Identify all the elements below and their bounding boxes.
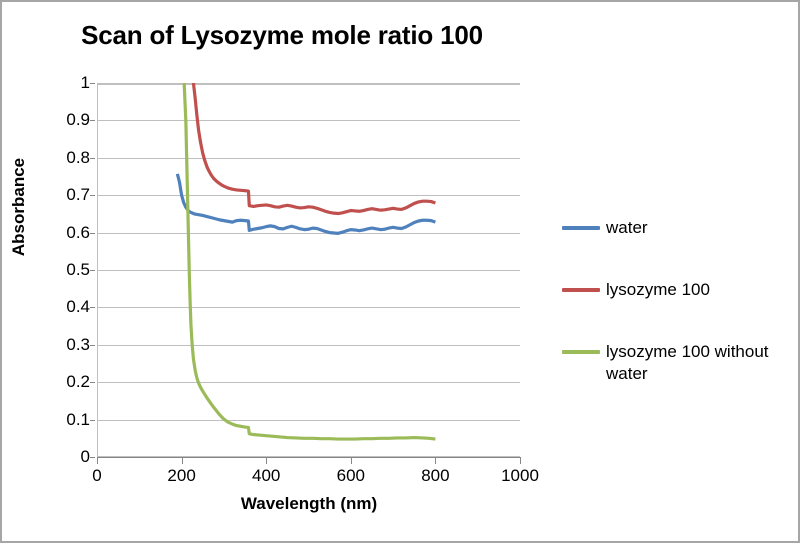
legend-item[interactable]: lysozyme 100 without water xyxy=(562,341,790,385)
y-axis-tick-labels: 0 0.1 0.2 0.3 0.4 0.5 0.6 0.7 0.8 0.9 1 xyxy=(22,73,95,466)
y-tick-label: 0.3 xyxy=(66,334,90,354)
gridline xyxy=(97,195,520,197)
y-tick-mark xyxy=(90,382,95,384)
y-tick-mark xyxy=(90,307,95,309)
plot-area xyxy=(97,83,520,457)
y-tick-label: 0.5 xyxy=(66,260,90,279)
gridline xyxy=(97,232,520,234)
legend-item[interactable]: water xyxy=(562,217,790,239)
x-tick-mark xyxy=(97,458,98,464)
gridline xyxy=(97,120,520,122)
series-line xyxy=(175,173,436,235)
y-tick-label: 0.2 xyxy=(66,372,90,392)
y-tick-mark xyxy=(90,457,95,458)
legend-color-swatch xyxy=(562,350,600,355)
series-line xyxy=(182,83,436,441)
legend-item-label: lysozyme 100 xyxy=(606,280,710,300)
y-tick-label: 0.9 xyxy=(66,110,90,130)
y-tick-mark xyxy=(90,157,95,159)
gridline xyxy=(97,157,520,159)
gridline xyxy=(97,270,520,271)
y-tick-label: 0.1 xyxy=(66,409,90,429)
x-tick-mark xyxy=(181,458,183,464)
y-tick-mark xyxy=(90,120,95,122)
y-tick-label: 0 xyxy=(80,447,90,466)
gridline xyxy=(97,307,520,309)
x-tick-label: 0 xyxy=(92,466,102,485)
chart-title: Scan of Lysozyme mole ratio 100 xyxy=(81,20,483,50)
x-tick-mark xyxy=(520,458,521,464)
y-tick-label: 0.4 xyxy=(66,297,90,317)
x-tick-mark xyxy=(266,458,268,464)
x-tick-mark xyxy=(435,458,437,464)
gridline xyxy=(97,83,520,85)
y-tick-mark xyxy=(90,232,95,234)
legend-item[interactable]: lysozyme 100 xyxy=(562,279,790,301)
y-tick-mark xyxy=(90,83,95,84)
series-curves xyxy=(175,83,436,441)
x-tick-label: 1000 xyxy=(501,466,539,485)
gridline xyxy=(97,382,520,384)
x-axis-line xyxy=(97,457,521,458)
x-tick-label: 400 xyxy=(252,466,281,485)
y-tick-mark xyxy=(90,344,95,346)
legend-color-swatch xyxy=(562,288,600,293)
gridline xyxy=(97,456,520,457)
x-axis-tick-labels: 0 200 400 600 800 1000 xyxy=(92,458,539,498)
chart-legend: water lysozyme 100 lysozyme 100 without wa… xyxy=(562,217,790,425)
x-tick-label: 800 xyxy=(421,466,450,485)
legend-item-label: lysozyme 100 without water xyxy=(606,342,769,384)
y-tick-label: 1 xyxy=(80,73,90,92)
y-tick-mark xyxy=(90,419,95,421)
legend-color-swatch xyxy=(562,226,600,230)
legend-item-label: water xyxy=(606,218,648,237)
y-tick-mark xyxy=(90,270,95,271)
x-tick-label: 600 xyxy=(336,466,365,485)
x-axis-title: Wavelength (nm) xyxy=(240,494,378,513)
y-tick-label: 0.7 xyxy=(66,185,90,205)
x-tick-mark xyxy=(350,458,352,464)
gridline xyxy=(97,344,520,346)
y-tick-mark xyxy=(90,195,95,197)
x-tick-label: 200 xyxy=(167,466,196,485)
y-tick-label: 0.6 xyxy=(66,222,90,242)
y-tick-label: 0.8 xyxy=(66,147,90,167)
gridline xyxy=(97,419,520,421)
series-line xyxy=(191,83,436,216)
